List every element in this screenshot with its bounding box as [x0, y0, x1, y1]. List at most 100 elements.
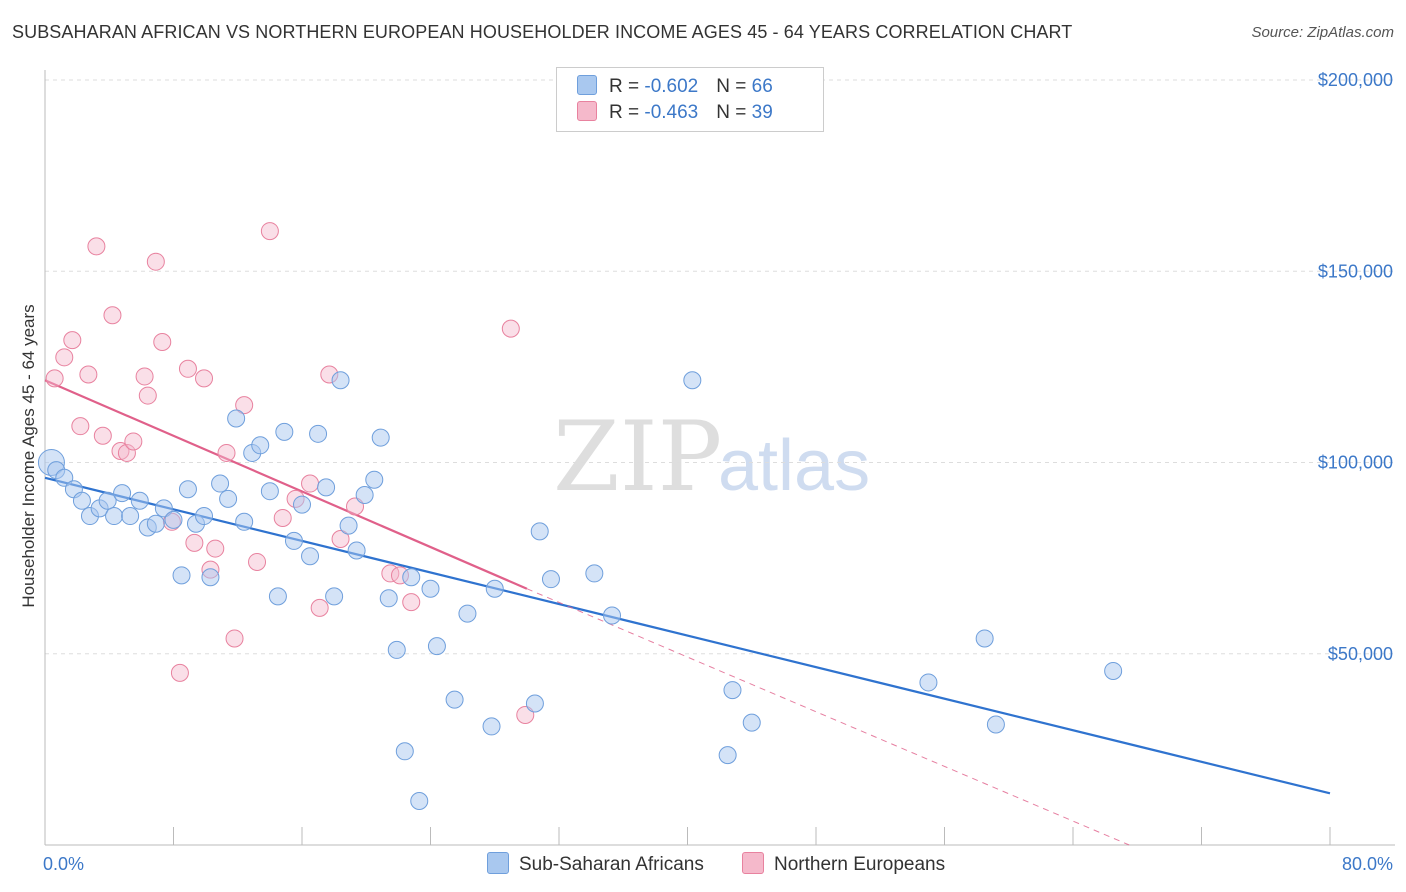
trend-lines	[44, 379, 1331, 846]
legend-swatch-pink	[742, 852, 764, 874]
x-tick-label: 0.0%	[43, 854, 84, 874]
point-northern-european	[346, 497, 365, 516]
point-subsaharan-african	[603, 606, 622, 625]
point-subsaharan-african	[427, 637, 446, 656]
legend-label-subsaharan: Sub-Saharan Africans	[519, 854, 704, 875]
y-tick-label: $50,000	[1328, 644, 1393, 664]
x-tick-label: 80.0%	[1342, 854, 1393, 874]
point-subsaharan-african	[146, 514, 165, 533]
point-subsaharan-african	[172, 566, 191, 585]
point-subsaharan-african	[301, 547, 320, 566]
point-northern-european	[153, 333, 172, 352]
legend-r-label: R =	[609, 76, 645, 97]
point-subsaharan-african	[72, 491, 91, 510]
point-subsaharan-african	[355, 486, 374, 505]
point-subsaharan-african	[395, 742, 414, 761]
point-northern-european	[225, 629, 244, 648]
legend-swatch-blue	[577, 75, 597, 95]
point-subsaharan-african	[113, 484, 132, 503]
point-northern-european	[170, 663, 189, 682]
watermark-zip: ZIP	[553, 401, 722, 513]
watermark-atlas: atlas	[718, 426, 870, 506]
point-northern-european	[402, 593, 421, 612]
point-subsaharan-african	[919, 673, 938, 692]
watermark: ZIP atlas	[553, 401, 870, 513]
point-northern-european	[501, 319, 520, 338]
point-subsaharan-african	[379, 589, 398, 608]
legend-item-northern[interactable]: Northern Europeans	[742, 852, 945, 876]
point-subsaharan-african	[347, 541, 366, 560]
point-subsaharan-african	[178, 480, 197, 499]
x-tick-labels: 0.0% 80.0%	[43, 854, 1393, 874]
point-subsaharan-african	[154, 499, 173, 518]
point-subsaharan-african	[365, 470, 384, 489]
legend-item-subsaharan[interactable]: Sub-Saharan Africans	[487, 852, 704, 876]
point-subsaharan-african	[309, 424, 328, 443]
legend-row-northern: R = -0.463 N = 39	[577, 101, 773, 127]
point-northern-european	[93, 426, 112, 445]
point-subsaharan-african	[195, 507, 214, 526]
point-northern-european	[103, 306, 122, 325]
point-subsaharan-african	[164, 510, 183, 529]
point-northern-european	[71, 417, 90, 436]
point-subsaharan-african	[268, 587, 287, 606]
y-tick-label: $200,000	[1318, 70, 1393, 90]
point-subsaharan-african	[371, 428, 390, 447]
point-subsaharan-african	[482, 717, 501, 736]
point-subsaharan-african	[541, 570, 560, 589]
point-northern-european	[217, 443, 236, 462]
point-northern-european	[146, 252, 165, 271]
point-subsaharan-african	[55, 468, 74, 487]
legend-row-subsaharan: R = -0.602 N = 66	[577, 75, 773, 101]
point-northern-european	[301, 474, 320, 493]
point-subsaharan-african	[718, 746, 737, 765]
legend-n-value: 39	[751, 102, 773, 123]
point-subsaharan-african	[683, 371, 702, 390]
legend-swatch-blue	[487, 852, 509, 874]
y-axis-title: Householder Income Ages 45 - 64 years	[19, 304, 38, 607]
point-northern-european	[195, 369, 214, 388]
point-northern-european	[138, 386, 157, 405]
point-northern-european	[206, 539, 225, 558]
point-subsaharan-african	[387, 640, 406, 659]
y-tick-labels: $50,000 $100,000 $150,000 $200,000	[1318, 70, 1393, 664]
point-subsaharan-african	[530, 522, 549, 541]
source-credit: Source: ZipAtlas.com	[1251, 24, 1394, 41]
point-northern-european	[79, 365, 98, 384]
trend-line-northern	[44, 379, 528, 590]
legend-r-value: -0.602	[644, 76, 699, 97]
point-northern-european	[331, 530, 350, 548]
point-subsaharan-african	[402, 568, 421, 587]
point-northern-european	[87, 237, 106, 256]
point-subsaharan-african	[723, 681, 742, 700]
trend-line-northern-extended	[526, 588, 1130, 846]
point-subsaharan-african	[585, 564, 604, 583]
legend-r-label: R =	[609, 102, 645, 123]
correlation-legend: R = -0.602 N = 66 R = -0.463 N = 39	[556, 67, 824, 132]
point-subsaharan-african	[284, 531, 303, 550]
point-northern-european	[310, 598, 329, 617]
point-northern-european	[117, 443, 136, 462]
point-subsaharan-african	[339, 516, 358, 535]
point-subsaharan-african	[201, 568, 220, 587]
point-northern-european	[55, 348, 74, 367]
point-northern-european	[45, 369, 64, 388]
point-subsaharan-african	[275, 422, 294, 441]
point-subsaharan-african	[1104, 661, 1123, 680]
point-subsaharan-african	[485, 579, 504, 598]
point-subsaharan-african	[317, 478, 336, 497]
point-subsaharan-african	[130, 491, 149, 510]
point-subsaharan-african	[211, 474, 230, 493]
point-subsaharan-african	[293, 495, 311, 514]
chart-title: SUBSAHARAN AFRICAN VS NORTHERN EUROPEAN …	[12, 22, 1073, 42]
point-northern-european	[516, 705, 535, 724]
legend-r-value: -0.463	[644, 102, 699, 123]
point-subsaharan-african	[525, 694, 544, 713]
point-subsaharan-african	[331, 371, 350, 390]
point-northern-european	[178, 359, 197, 378]
point-northern-european	[248, 552, 267, 571]
point-subsaharan-african	[410, 792, 429, 811]
legend-n-label: N =	[716, 76, 752, 97]
legend-swatch-pink	[577, 101, 597, 121]
